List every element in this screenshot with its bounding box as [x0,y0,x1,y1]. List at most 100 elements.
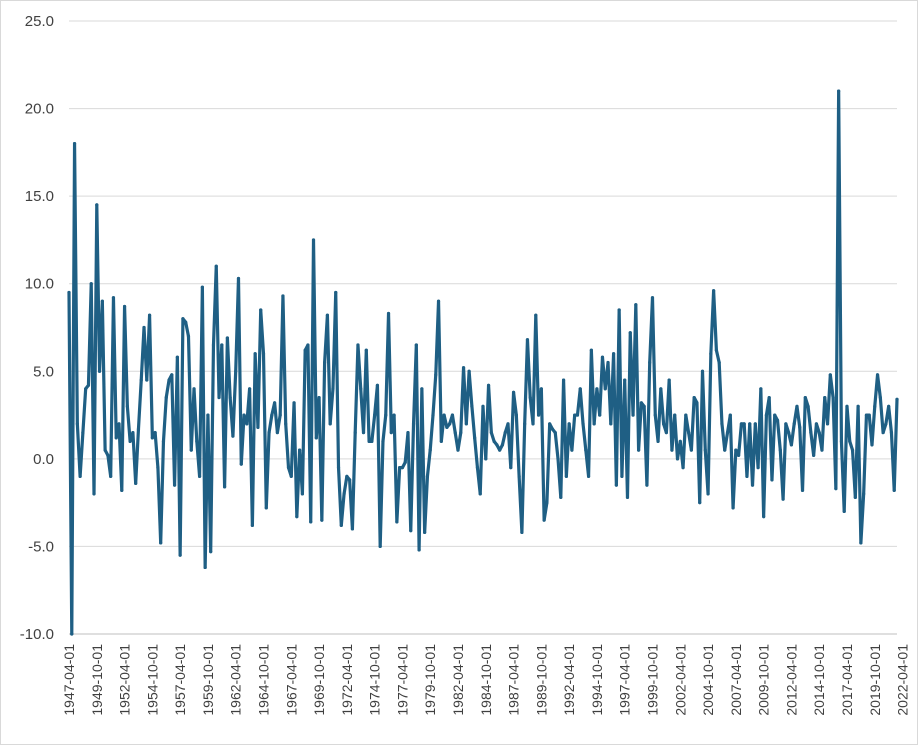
data-point [723,448,727,452]
data-point [378,544,382,549]
data-point [706,492,710,496]
data-point [598,413,602,417]
data-point [364,348,368,352]
data-point [109,474,113,478]
data-point [125,404,129,408]
data-point [128,439,132,443]
data-point [875,373,880,377]
data-point [542,518,546,522]
data-point [236,276,241,281]
data-point [281,294,285,298]
data-point [611,352,616,356]
data-point [367,439,371,443]
data-point [606,360,610,365]
data-point [781,497,785,501]
data-point [645,483,649,487]
data-point [789,443,794,447]
data-point [423,530,427,535]
data-point [817,430,821,435]
data-point [122,304,127,309]
x-tick-label: 1962-04-01 [228,644,244,716]
data-point [159,541,163,545]
data-point [167,378,171,382]
data-point [503,430,507,435]
data-point [395,520,399,524]
data-point [673,413,677,417]
data-point [359,387,363,391]
data-point [86,383,91,387]
data-point [795,404,799,408]
data-point [664,430,668,435]
x-tick-label: 2022-04-01 [895,644,911,716]
data-point [642,404,646,408]
data-point [381,439,385,443]
data-point [712,289,716,293]
data-point [703,448,707,452]
data-point [714,348,718,352]
data-point [172,483,177,487]
data-point [500,443,505,447]
data-point [614,483,618,487]
x-tick-label: 1987-04-01 [506,644,522,716]
data-point [442,413,446,417]
data-point [325,313,330,317]
data-point [197,474,202,478]
x-tick-label: 1967-04-01 [283,644,299,716]
data-point [248,387,252,391]
x-tick-label: 1982-04-01 [450,644,466,716]
data-point [331,387,335,391]
data-point [895,397,899,401]
data-point [106,453,110,457]
data-point [564,474,568,478]
data-point [659,387,663,391]
data-point [573,413,577,417]
y-axis-tick-labels: -10.0 -5.0 0.0 5.0 10.0 15.0 20.0 25.0 [20,13,54,643]
data-point [334,290,338,295]
data-point [814,422,819,426]
data-point [311,238,316,242]
x-tick-label: 1992-04-01 [561,644,577,716]
data-point [709,352,713,356]
x-tick-label: 1957-04-01 [172,644,188,716]
data-point [314,436,318,440]
data-point [439,439,443,443]
data-point [892,488,896,492]
data-point [289,474,293,478]
data-point [589,348,593,352]
data-point [250,523,254,528]
data-point [309,520,313,524]
y-tick-label: 15.0 [25,188,54,205]
x-tick-label: 2019-10-01 [867,644,883,716]
data-point [478,492,482,496]
data-point [142,325,146,330]
data-point [625,495,630,499]
data-point [211,343,216,347]
y-tick-label: 0.0 [33,451,54,468]
data-point [820,448,824,452]
data-point [448,422,452,426]
x-tick-label: 1999-10-01 [644,644,660,716]
data-point [348,478,352,482]
data-point [373,413,377,417]
data-point [864,413,869,417]
data-point [656,439,660,443]
series-line [67,89,899,636]
data-point [498,448,502,452]
data-point [253,352,257,356]
data-point [870,443,874,447]
data-point [800,488,805,492]
data-point [695,401,699,405]
data-point [561,378,566,382]
data-point [434,373,438,377]
data-point [134,481,138,485]
data-point [662,422,666,426]
data-point [317,395,321,400]
data-point [131,430,135,435]
data-point [525,338,530,342]
data-point [553,430,557,435]
data-point [292,401,296,405]
data-point [350,527,355,531]
data-point [753,422,757,426]
data-point [603,387,607,391]
